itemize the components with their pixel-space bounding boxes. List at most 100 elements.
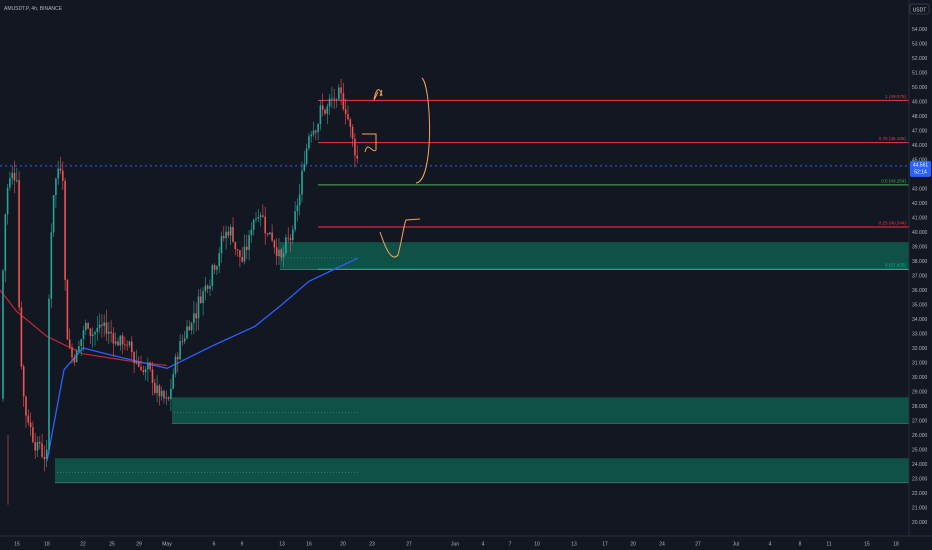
- candle[interactable]: [50, 223, 53, 309]
- candle[interactable]: [94, 330, 96, 347]
- supply-demand-zones[interactable]: [55, 242, 909, 484]
- zone-middle[interactable]: [172, 397, 909, 424]
- candle[interactable]: [305, 143, 308, 166]
- candle[interactable]: [282, 245, 285, 268]
- candle[interactable]: [149, 361, 151, 373]
- candle[interactable]: [216, 265, 218, 276]
- candle[interactable]: [98, 313, 101, 334]
- time-axis-panel[interactable]: [0, 536, 909, 550]
- candle[interactable]: [257, 208, 260, 222]
- candle[interactable]: [75, 348, 78, 363]
- candle[interactable]: [142, 365, 145, 376]
- candle[interactable]: [4, 213, 7, 283]
- candle[interactable]: [259, 212, 262, 227]
- candle[interactable]: [188, 320, 191, 331]
- candle[interactable]: [117, 337, 119, 346]
- candle[interactable]: [193, 300, 195, 335]
- candle[interactable]: [195, 302, 197, 332]
- zone-lower[interactable]: [55, 458, 909, 483]
- candle[interactable]: [158, 383, 161, 406]
- candle[interactable]: [144, 366, 147, 381]
- candle[interactable]: [172, 368, 174, 390]
- candle[interactable]: [280, 247, 283, 262]
- candle[interactable]: [80, 339, 82, 356]
- candle[interactable]: [170, 378, 172, 412]
- candle[interactable]: [156, 375, 158, 403]
- candlestick-series[interactable]: [2, 78, 358, 505]
- candle[interactable]: [112, 327, 115, 357]
- candle[interactable]: [220, 231, 223, 263]
- candle[interactable]: [209, 279, 211, 296]
- candle[interactable]: [335, 98, 338, 108]
- candle[interactable]: [126, 340, 128, 351]
- candle[interactable]: [55, 177, 57, 208]
- candle[interactable]: [340, 78, 342, 106]
- candle[interactable]: [326, 103, 329, 125]
- candle[interactable]: [165, 390, 168, 406]
- candle[interactable]: [211, 263, 214, 291]
- candle[interactable]: [52, 194, 55, 238]
- candle[interactable]: [131, 336, 133, 359]
- candle[interactable]: [347, 105, 349, 121]
- candle[interactable]: [147, 357, 149, 382]
- candle[interactable]: [338, 84, 340, 101]
- candle[interactable]: [204, 276, 207, 301]
- candle[interactable]: [248, 230, 250, 261]
- candle[interactable]: [13, 160, 16, 194]
- candle[interactable]: [227, 226, 230, 239]
- candle[interactable]: [223, 225, 225, 242]
- candle[interactable]: [317, 122, 319, 141]
- candle[interactable]: [275, 238, 278, 266]
- candle[interactable]: [119, 335, 122, 351]
- candle[interactable]: [121, 332, 124, 355]
- candle[interactable]: [229, 224, 232, 246]
- candle[interactable]: [87, 321, 89, 330]
- candle[interactable]: [298, 184, 301, 216]
- candle[interactable]: [278, 238, 280, 265]
- candle[interactable]: [43, 445, 46, 472]
- candle[interactable]: [342, 82, 345, 111]
- candle[interactable]: [133, 351, 135, 373]
- candle[interactable]: [11, 165, 13, 185]
- candle[interactable]: [234, 241, 237, 256]
- candle[interactable]: [351, 124, 354, 147]
- candle[interactable]: [34, 433, 36, 459]
- candle[interactable]: [354, 133, 356, 168]
- candle[interactable]: [296, 198, 299, 222]
- candle[interactable]: [218, 247, 220, 274]
- candle[interactable]: [331, 86, 333, 108]
- candle[interactable]: [273, 239, 276, 254]
- candle[interactable]: [303, 151, 306, 173]
- candle[interactable]: [232, 217, 234, 243]
- candle[interactable]: [62, 161, 64, 191]
- candle[interactable]: [85, 319, 87, 335]
- candle[interactable]: [225, 225, 227, 250]
- candle[interactable]: [25, 395, 27, 428]
- price-axis-panel[interactable]: [909, 0, 932, 550]
- candle[interactable]: [2, 269, 4, 402]
- zone-upper[interactable]: [280, 242, 909, 270]
- candle[interactable]: [101, 314, 103, 338]
- candle[interactable]: [48, 294, 50, 455]
- candle[interactable]: [32, 421, 34, 444]
- candle[interactable]: [105, 309, 108, 342]
- candle[interactable]: [349, 117, 352, 138]
- candle[interactable]: [82, 325, 85, 352]
- candle[interactable]: [269, 232, 271, 235]
- candle[interactable]: [312, 121, 315, 137]
- candle[interactable]: [179, 334, 181, 360]
- candle[interactable]: [236, 248, 239, 257]
- candle[interactable]: [29, 412, 32, 436]
- candle[interactable]: [73, 354, 76, 367]
- hand-drawn-projection[interactable]: [362, 77, 430, 258]
- candle[interactable]: [6, 183, 9, 225]
- candle[interactable]: [91, 327, 94, 348]
- candle[interactable]: [41, 433, 43, 459]
- candle[interactable]: [114, 332, 117, 346]
- candle[interactable]: [264, 206, 266, 245]
- candle[interactable]: [154, 378, 156, 396]
- candle[interactable]: [271, 224, 273, 243]
- candle[interactable]: [20, 301, 23, 370]
